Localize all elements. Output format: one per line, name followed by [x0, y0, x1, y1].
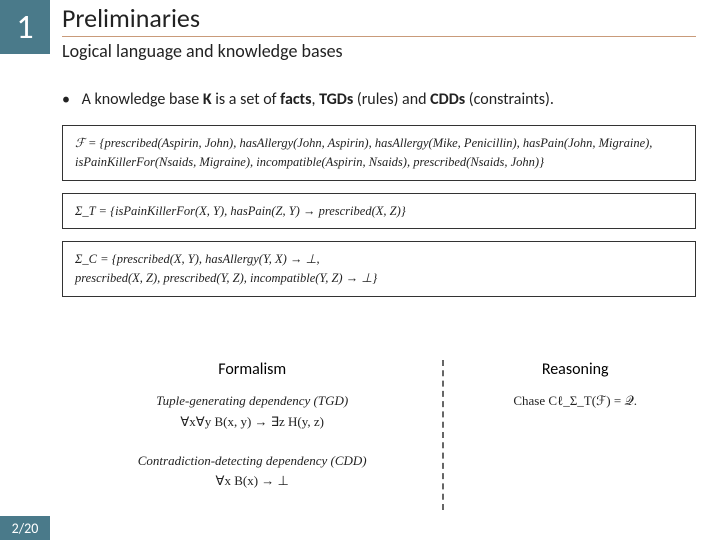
tgd-formula: ∀x∀y B(x, y) → ∃z H(y, z) [62, 412, 442, 433]
formalism-title: Formalism [62, 360, 442, 379]
title-divider [62, 36, 696, 37]
page-number-badge: 2/20 [0, 516, 50, 540]
reasoning-formula: Chase Cℓ_Σ_T(ℱ) = 𝒬. [454, 391, 696, 412]
page-subtitle: Logical language and knowledge bases [62, 40, 696, 62]
main-content: • A knowledge base K is a set of facts, … [62, 90, 696, 309]
cdd-definition: Contradiction-detecting dependency (CDD)… [62, 451, 442, 493]
reasoning-column: Reasoning Chase Cℓ_Σ_T(ℱ) = 𝒬. [442, 360, 696, 510]
cdd-heading: Contradiction-detecting dependency (CDD) [62, 451, 442, 472]
facts-box: ℱ = {prescribed(Aspirin, John), hasAller… [62, 125, 696, 181]
tgd-box: Σ_T = {isPainKillerFor(X, Y), hasPain(Z,… [62, 193, 696, 230]
section-number-badge: 1 [0, 0, 50, 54]
tgd-heading: Tuple-generating dependency (TGD) [62, 391, 442, 412]
lower-columns: Formalism Tuple-generating dependency (T… [62, 360, 696, 510]
cdd-box: Σ_C = {prescribed(X, Y), hasAllergy(Y, X… [62, 241, 696, 297]
header: Preliminaries Logical language and knowl… [62, 0, 696, 62]
bullet-text: • A knowledge base K is a set of facts, … [62, 90, 696, 109]
page-title: Preliminaries [62, 2, 696, 34]
formalism-column: Formalism Tuple-generating dependency (T… [62, 360, 442, 510]
tgd-definition: Tuple-generating dependency (TGD) ∀x∀y B… [62, 391, 442, 433]
bullet-icon: • [62, 90, 70, 109]
cdd-formula: ∀x B(x) → ⊥ [62, 471, 442, 492]
reasoning-title: Reasoning [454, 360, 696, 379]
